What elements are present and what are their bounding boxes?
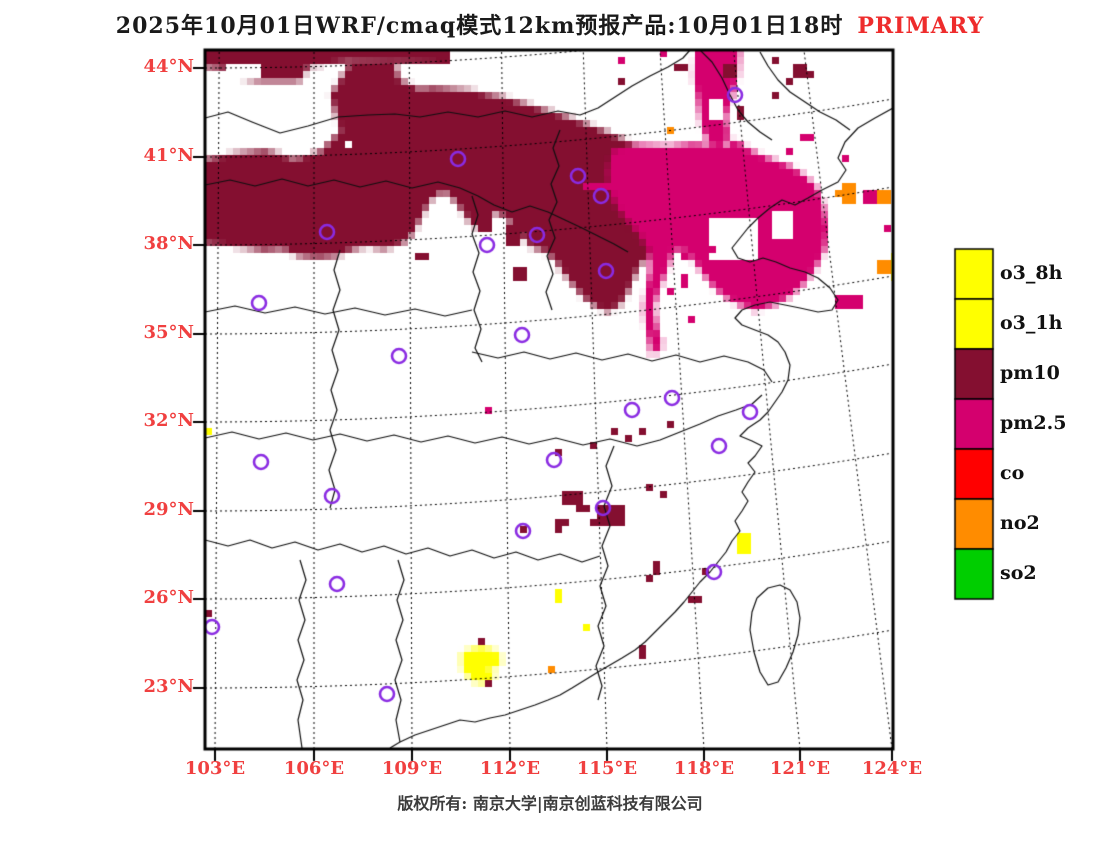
copyright-text: 版权所有: 南京大学|南京创蓝科技有限公司 — [397, 794, 703, 813]
lon-label: 109°E — [381, 758, 443, 779]
title-text: 2025年10月01日WRF/cmaq模式12km预报产品:10月01日18时 — [115, 13, 844, 39]
legend-label: so2 — [1000, 562, 1037, 584]
lon-label: 112°E — [479, 758, 541, 779]
lon-label: 118°E — [673, 758, 735, 779]
lat-label: 38°N — [143, 233, 194, 254]
legend-label: co — [1000, 462, 1025, 484]
lat-label: 41°N — [143, 145, 194, 166]
lat-label: 26°N — [143, 587, 194, 608]
lat-label: 44°N — [143, 56, 194, 77]
lon-label: 103°E — [184, 758, 246, 779]
legend-label: o3_1h — [1000, 312, 1063, 334]
legend-label: no2 — [1000, 512, 1040, 534]
lat-label: 29°N — [143, 499, 194, 520]
legend-label: pm2.5 — [1000, 412, 1067, 434]
legend-label: pm10 — [1000, 362, 1060, 384]
lat-label: 32°N — [143, 410, 194, 431]
lon-label: 124°E — [861, 758, 923, 779]
lon-label: 121°E — [769, 758, 831, 779]
legend-label: o3_8h — [1000, 262, 1063, 284]
page-title: 2025年10月01日WRF/cmaq模式12km预报产品:10月01日18时 P… — [0, 8, 1100, 40]
lon-label: 106°E — [283, 758, 345, 779]
lat-label: 35°N — [143, 322, 194, 343]
title-tag-primary: PRIMARY — [857, 13, 985, 39]
lon-label: 115°E — [576, 758, 638, 779]
lat-label: 23°N — [143, 676, 194, 697]
